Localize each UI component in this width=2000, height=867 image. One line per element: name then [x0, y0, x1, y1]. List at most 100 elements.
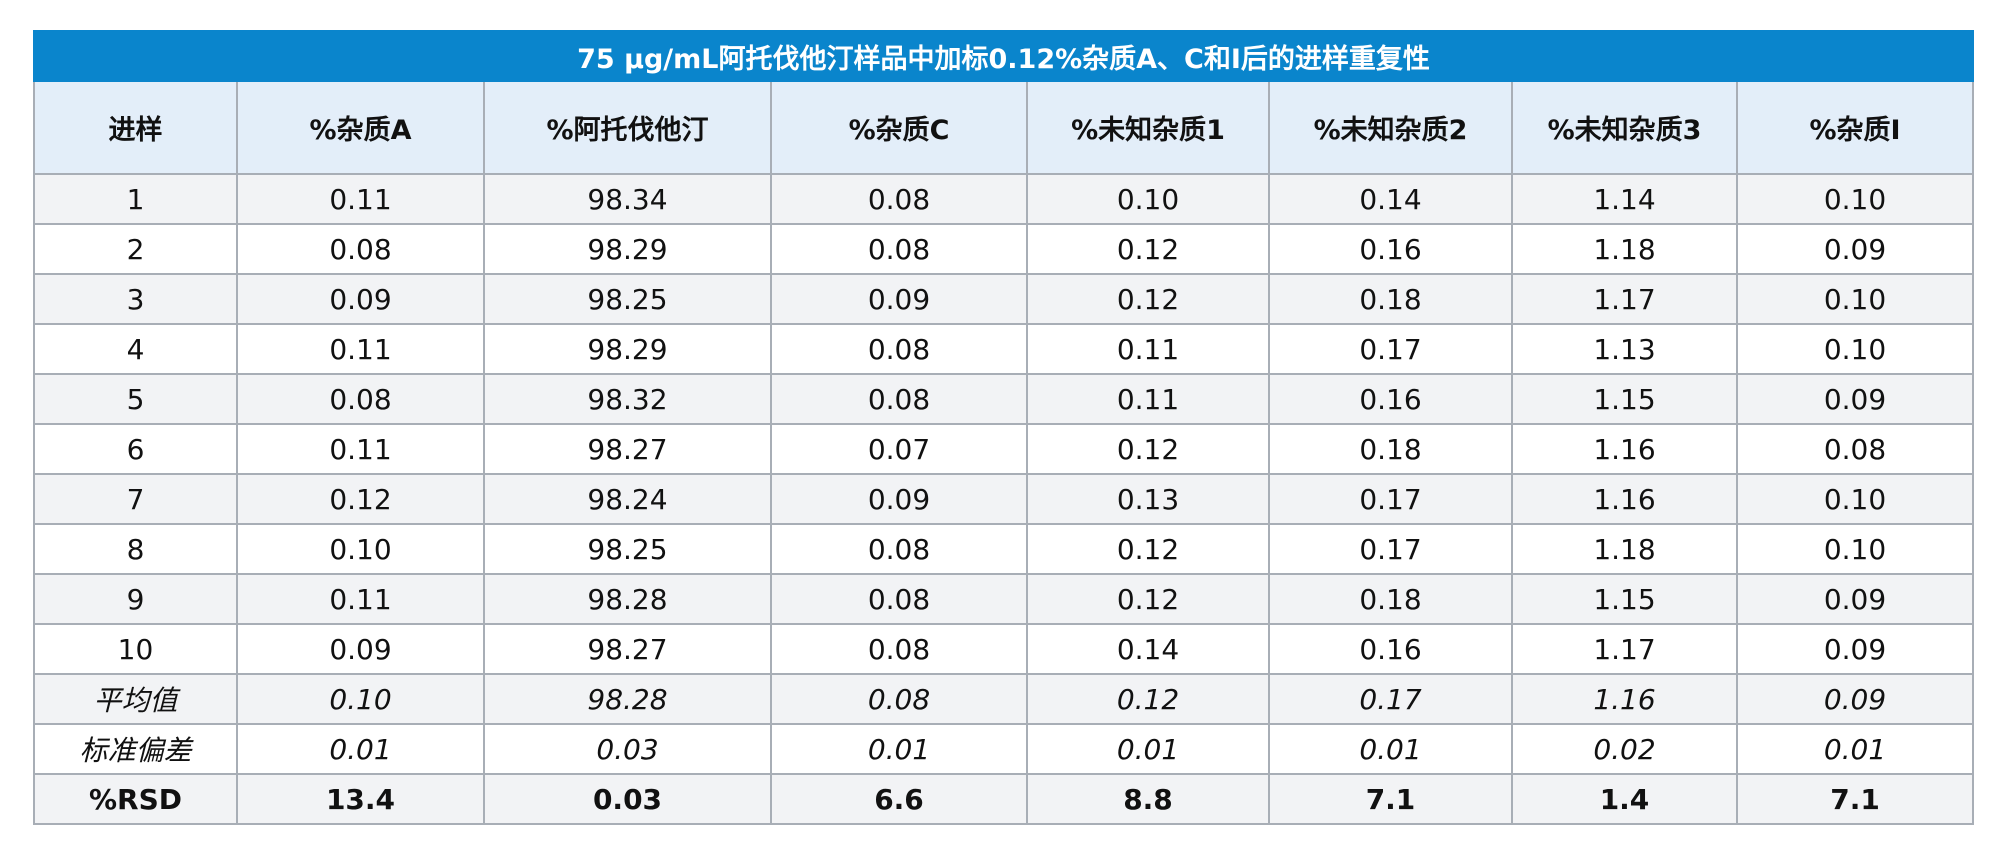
- table-cell: 0.10: [1735, 173, 1975, 225]
- table-cell: 1.17: [1511, 623, 1738, 675]
- table-cell: 0.10: [236, 673, 485, 725]
- table-cell: 0.08: [770, 623, 1028, 675]
- row-label-cell: %RSD: [33, 773, 238, 825]
- column-header: 进样: [33, 80, 238, 175]
- table-cell: 1.4: [1511, 773, 1738, 825]
- table-row: 10 0.09 98.27 0.08 0.14 0.16 1.17 0.09: [33, 623, 1975, 675]
- table-cell: 0.03: [483, 723, 772, 775]
- table-cell: 0.08: [770, 173, 1028, 225]
- table-cell: 1.15: [1511, 573, 1738, 625]
- table-row: 8 0.10 98.25 0.08 0.12 0.17 1.18 0.10: [33, 523, 1975, 575]
- table-cell: 0.08: [770, 573, 1028, 625]
- table-cell: 98.27: [483, 423, 772, 475]
- table-cell: 0.02: [1511, 723, 1738, 775]
- table-row: 3 0.09 98.25 0.09 0.12 0.18 1.17 0.10: [33, 273, 1975, 325]
- table-cell: 0.08: [770, 323, 1028, 375]
- table-cell: 0.12: [1026, 673, 1270, 725]
- table-cell: 0.18: [1268, 273, 1513, 325]
- table-cell: 0.09: [1735, 573, 1975, 625]
- table-cell: 98.25: [483, 523, 772, 575]
- table-cell: 0.11: [236, 323, 485, 375]
- table-cell: 0.11: [236, 423, 485, 475]
- table-cell: 0.11: [236, 573, 485, 625]
- table-cell: 0.11: [236, 173, 485, 225]
- table-cell: 0.11: [1026, 373, 1270, 425]
- table-cell: 0.12: [1026, 423, 1270, 475]
- repeatability-table-container: 75 µg/mL阿托伐他汀样品中加标0.12%杂质A、C和I后的进样重复性 进样…: [32, 30, 1975, 825]
- table-cell: 0.08: [770, 673, 1028, 725]
- column-header: %未知杂质2: [1268, 80, 1513, 175]
- table-cell: 0.09: [1735, 373, 1975, 425]
- table-cell: 98.34: [483, 173, 772, 225]
- row-label-cell: 1: [33, 173, 238, 225]
- table-cell: 0.09: [236, 623, 485, 675]
- table-cell: 0.01: [770, 723, 1028, 775]
- table-cell: 98.29: [483, 223, 772, 275]
- table-cell: 0.14: [1026, 623, 1270, 675]
- table-cell: 0.10: [1735, 473, 1975, 525]
- table-cell: 0.03: [483, 773, 772, 825]
- row-label-cell: 8: [33, 523, 238, 575]
- table-cell: 98.27: [483, 623, 772, 675]
- table-title: 75 µg/mL阿托伐他汀样品中加标0.12%杂质A、C和I后的进样重复性: [32, 30, 1975, 82]
- table-cell: 0.01: [1026, 723, 1270, 775]
- table-cell: 0.01: [1268, 723, 1513, 775]
- table-cell: 1.16: [1511, 423, 1738, 475]
- column-header: %杂质I: [1735, 80, 1975, 175]
- table-cell: 0.09: [236, 273, 485, 325]
- table-cell: 0.10: [236, 523, 485, 575]
- table-cell: 6.6: [770, 773, 1028, 825]
- table-cell: 0.18: [1268, 423, 1513, 475]
- table-cell: 1.15: [1511, 373, 1738, 425]
- table-cell: 0.08: [770, 523, 1028, 575]
- rsd-row: %RSD 13.4 0.03 6.6 8.8 7.1 1.4 7.1: [33, 773, 1975, 825]
- table-cell: 7.1: [1268, 773, 1513, 825]
- table-cell: 0.17: [1268, 323, 1513, 375]
- table-cell: 0.16: [1268, 373, 1513, 425]
- table-cell: 98.28: [483, 673, 772, 725]
- table-cell: 98.32: [483, 373, 772, 425]
- row-label-cell: 10: [33, 623, 238, 675]
- table-title-row: 75 µg/mL阿托伐他汀样品中加标0.12%杂质A、C和I后的进样重复性: [32, 30, 1975, 82]
- table-row: 5 0.08 98.32 0.08 0.11 0.16 1.15 0.09: [33, 373, 1975, 425]
- table-cell: 98.28: [483, 573, 772, 625]
- table-cell: 98.29: [483, 323, 772, 375]
- repeatability-table: 75 µg/mL阿托伐他汀样品中加标0.12%杂质A、C和I后的进样重复性 进样…: [32, 30, 1975, 825]
- row-label-cell: 7: [33, 473, 238, 525]
- table-cell: 0.10: [1026, 173, 1270, 225]
- table-cell: 0.08: [236, 223, 485, 275]
- table-cell: 98.25: [483, 273, 772, 325]
- table-cell: 0.18: [1268, 573, 1513, 625]
- row-label-cell: 6: [33, 423, 238, 475]
- table-row: 9 0.11 98.28 0.08 0.12 0.18 1.15 0.09: [33, 573, 1975, 625]
- row-label-cell: 2: [33, 223, 238, 275]
- row-label-cell: 4: [33, 323, 238, 375]
- table-cell: 1.18: [1511, 223, 1738, 275]
- table-cell: 0.16: [1268, 623, 1513, 675]
- table-row: 6 0.11 98.27 0.07 0.12 0.18 1.16 0.08: [33, 423, 1975, 475]
- row-label-cell: 平均值: [33, 673, 238, 725]
- table-cell: 0.09: [1735, 673, 1975, 725]
- table-body: 1 0.11 98.34 0.08 0.10 0.14 1.14 0.10 2 0.08 98.29…: [33, 173, 1975, 825]
- row-label-cell: 9: [33, 573, 238, 625]
- row-label-cell: 5: [33, 373, 238, 425]
- table-cell: 0.09: [770, 273, 1028, 325]
- column-header-row: 进样 %杂质A %阿托伐他汀 %杂质C %未知杂质1 %未知杂质2 %未知杂质3…: [33, 80, 1975, 175]
- table-cell: 13.4: [236, 773, 485, 825]
- table-cell: 0.07: [770, 423, 1028, 475]
- table-cell: 1.16: [1511, 473, 1738, 525]
- table-cell: 1.16: [1511, 673, 1738, 725]
- table-cell: 0.08: [236, 373, 485, 425]
- table-row: 1 0.11 98.34 0.08 0.10 0.14 1.14 0.10: [33, 173, 1975, 225]
- column-header: %杂质C: [770, 80, 1028, 175]
- std-dev-row: 标准偏差 0.01 0.03 0.01 0.01 0.01 0.02 0.01: [33, 723, 1975, 775]
- table-cell: 0.16: [1268, 223, 1513, 275]
- row-label-cell: 标准偏差: [33, 723, 238, 775]
- table-cell: 0.09: [1735, 223, 1975, 275]
- table-cell: 98.24: [483, 473, 772, 525]
- table-cell: 0.11: [1026, 323, 1270, 375]
- table-cell: 0.01: [236, 723, 485, 775]
- table-cell: 0.09: [1735, 623, 1975, 675]
- mean-row: 平均值 0.10 98.28 0.08 0.12 0.17 1.16 0.09: [33, 673, 1975, 725]
- table-cell: 0.12: [1026, 273, 1270, 325]
